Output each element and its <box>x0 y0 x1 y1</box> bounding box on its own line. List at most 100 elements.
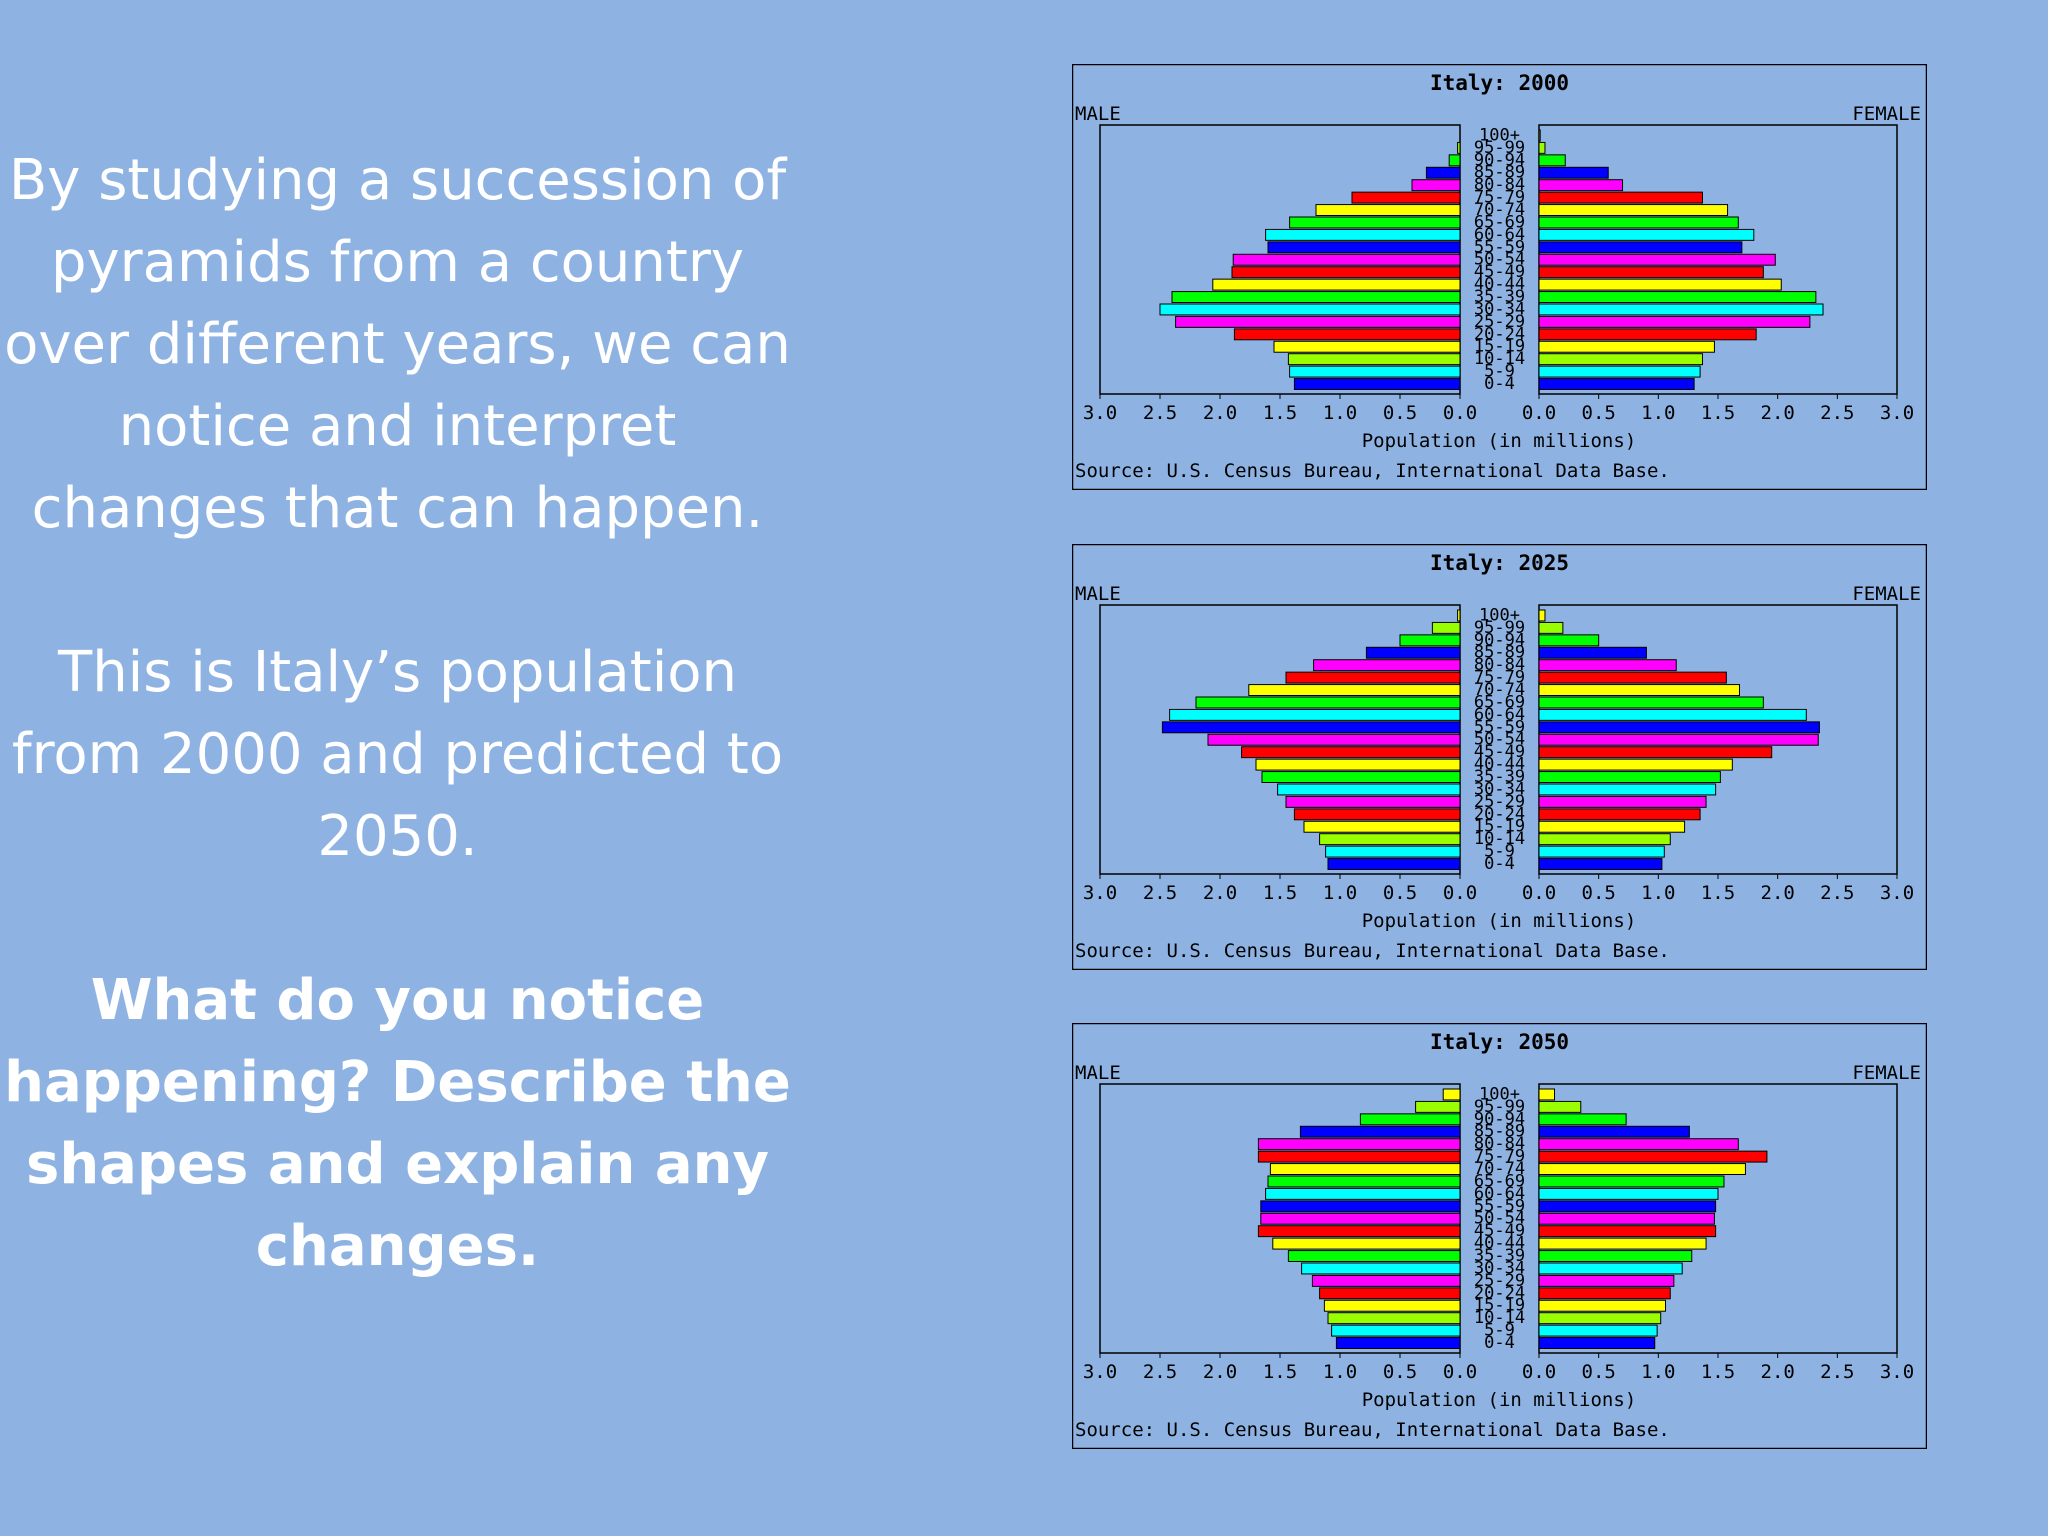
male-label: MALE <box>1075 103 1121 125</box>
chart-title: Italy: 2050 <box>1430 1030 1569 1054</box>
age-label: 0-4 <box>1484 374 1515 394</box>
age-label: 80-84 <box>1474 1134 1525 1154</box>
female-bar-40-44 <box>1538 1237 1707 1250</box>
female-bar-55-59 <box>1538 1200 1717 1213</box>
female-tick-label: 2.5 <box>1820 402 1854 424</box>
male-bar-55-59 <box>1260 1200 1461 1213</box>
age-label: 30-34 <box>1474 299 1525 319</box>
female-bar-80-84 <box>1538 1138 1739 1151</box>
female-bar-75-79 <box>1538 1150 1768 1163</box>
female-tick-label: 0.0 <box>1522 882 1556 904</box>
female-tick-label: 0.0 <box>1522 1361 1556 1383</box>
age-label: 60-64 <box>1474 1184 1525 1204</box>
age-label: 100+ <box>1479 125 1520 145</box>
female-bar-30-34 <box>1538 783 1717 796</box>
male-tick-label: 0.5 <box>1383 1361 1417 1383</box>
male-bar-100+ <box>1442 1088 1461 1101</box>
male-bar-70-74 <box>1248 684 1461 696</box>
male-tick-label: 1.5 <box>1263 402 1297 424</box>
female-tick-label: 0.0 <box>1522 402 1556 424</box>
male-bar-5-9 <box>1289 365 1461 378</box>
female-bar-35-39 <box>1538 291 1817 303</box>
male-bar-50-54 <box>1260 1212 1461 1225</box>
source-note: Source: U.S. Census Bureau, Internationa… <box>1075 940 1670 962</box>
pyramid-chart-2025: Italy: 2025 MALE FEMALE 0-4 5-9 10-14 15-19 20-… <box>1072 544 1927 970</box>
male-tick-label: 3.0 <box>1083 402 1117 424</box>
male-bar-15-19 <box>1303 820 1461 833</box>
female-bar-30-34 <box>1538 1262 1683 1275</box>
male-bar-75-79 <box>1351 191 1461 204</box>
male-tick-label: 2.5 <box>1143 1361 1177 1383</box>
female-label: FEMALE <box>1852 103 1921 125</box>
age-label: 0-4 <box>1484 1333 1515 1353</box>
female-tick-label: 1.0 <box>1641 882 1675 904</box>
female-bar-85-89 <box>1538 166 1609 179</box>
description-paragraph: This is Italy’s population from 2000 and… <box>11 640 784 869</box>
female-bar-50-54 <box>1538 733 1819 746</box>
age-label: 25-29 <box>1474 312 1525 332</box>
female-bar-20-24 <box>1538 808 1701 821</box>
male-tick-label: 1.0 <box>1323 882 1357 904</box>
male-bar-10-14 <box>1327 1312 1461 1325</box>
age-label: 50-54 <box>1474 250 1525 270</box>
male-tick-label: 1.0 <box>1323 1361 1357 1383</box>
female-bar-50-54 <box>1538 253 1776 266</box>
male-bar-50-54 <box>1207 733 1461 746</box>
male-bar-80-84 <box>1411 179 1461 192</box>
male-bar-0-4 <box>1327 858 1461 871</box>
female-bar-70-74 <box>1538 204 1729 216</box>
male-bar-70-74 <box>1315 204 1461 216</box>
female-bar-35-39 <box>1538 1250 1693 1262</box>
chart-frame <box>1072 1023 1927 1449</box>
female-bar-95-99 <box>1538 1100 1582 1113</box>
male-label: MALE <box>1075 583 1121 605</box>
age-label: 20-24 <box>1474 804 1525 824</box>
x-axis-label: Population (in millions) <box>1362 1389 1637 1411</box>
age-label: 40-44 <box>1474 1234 1525 1254</box>
female-bar-65-69 <box>1538 696 1764 709</box>
female-bar-80-84 <box>1538 659 1677 672</box>
male-bar-90-94 <box>1399 634 1461 647</box>
female-bar-55-59 <box>1538 721 1820 734</box>
male-bar-85-89 <box>1425 166 1461 179</box>
male-tick-label: 0.5 <box>1383 882 1417 904</box>
male-label: MALE <box>1075 1062 1121 1084</box>
age-label: 10-14 <box>1474 1308 1525 1328</box>
female-bar-30-34 <box>1538 303 1824 316</box>
female-bar-75-79 <box>1538 191 1703 204</box>
pyramid-chart-2000: Italy: 2000 MALE FEMALE 0-4 5-9 10-14 15-19 20-… <box>1072 64 1927 490</box>
male-bar-60-64 <box>1265 228 1461 241</box>
female-bar-65-69 <box>1538 1175 1725 1188</box>
age-label: 55-59 <box>1474 717 1525 737</box>
female-bar-35-39 <box>1538 771 1721 783</box>
male-bar-20-24 <box>1319 1287 1461 1300</box>
male-bar-75-79 <box>1257 1150 1461 1163</box>
female-tick-label: 2.0 <box>1761 882 1795 904</box>
female-bar-70-74 <box>1538 684 1740 696</box>
female-bar-10-14 <box>1538 1312 1662 1325</box>
age-label: 85-89 <box>1474 163 1525 183</box>
age-label: 95-99 <box>1474 618 1525 638</box>
male-bar-25-29 <box>1175 315 1461 328</box>
age-label: 40-44 <box>1474 755 1525 775</box>
pyramid-svg: Italy: 2000 MALE FEMALE 0-45-910-1415-1920-… <box>1072 64 1927 490</box>
female-tick-label: 3.0 <box>1880 1361 1914 1383</box>
female-bar-95-99 <box>1538 621 1564 634</box>
age-label: 25-29 <box>1474 1271 1525 1291</box>
male-bar-80-84 <box>1257 1138 1461 1151</box>
female-bar-25-29 <box>1538 1274 1675 1287</box>
male-tick-label: 3.0 <box>1083 1361 1117 1383</box>
male-bar-85-89 <box>1299 1125 1461 1138</box>
age-label: 60-64 <box>1474 705 1525 725</box>
female-bar-25-29 <box>1538 315 1811 328</box>
male-bar-75-79 <box>1285 671 1461 684</box>
male-bar-95-99 <box>1415 1100 1461 1113</box>
age-label: 95-99 <box>1474 138 1525 158</box>
female-tick-label: 0.5 <box>1582 1361 1616 1383</box>
intro-paragraph: By studying a succession of pyramids fro… <box>4 148 791 541</box>
female-bar-90-94 <box>1538 634 1600 647</box>
female-bar-10-14 <box>1538 353 1703 366</box>
age-label: 45-49 <box>1474 742 1525 762</box>
male-bar-35-39 <box>1261 771 1461 783</box>
question-paragraph: What do you notice happening? Describe t… <box>4 968 791 1279</box>
